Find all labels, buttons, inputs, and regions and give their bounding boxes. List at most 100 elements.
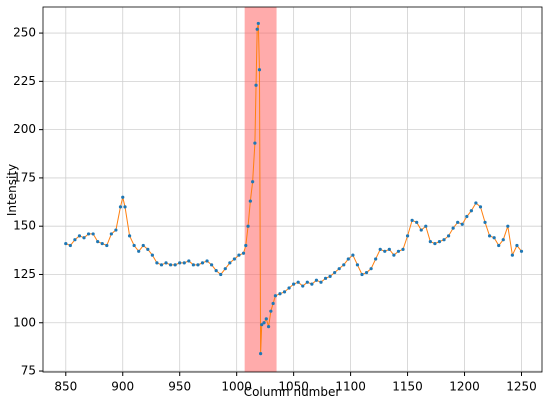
data-point [264, 317, 268, 321]
data-point [287, 286, 291, 290]
data-point [219, 272, 223, 277]
y-tick-label: 225 [13, 74, 36, 88]
data-point [256, 21, 260, 26]
data-point [254, 83, 258, 87]
data-point [127, 234, 132, 238]
data-point [446, 234, 451, 238]
data-point [282, 290, 287, 294]
y-tick-label: 175 [13, 170, 36, 184]
data-point [244, 243, 248, 248]
data-point [232, 257, 236, 261]
data-point [132, 243, 136, 248]
data-point [342, 263, 346, 267]
data-point [114, 228, 118, 232]
data-point [442, 238, 446, 242]
data-point [141, 243, 145, 248]
data-point [146, 247, 150, 251]
data-point [428, 240, 432, 244]
data-point [456, 220, 460, 224]
data-point [478, 205, 483, 209]
data-point [519, 249, 524, 253]
x-tick-label: 1000 [221, 380, 252, 394]
data-point [155, 261, 159, 265]
data-point [387, 247, 391, 251]
data-point [237, 253, 241, 257]
data-point [292, 282, 296, 286]
data-point [253, 141, 257, 145]
data-point [310, 282, 314, 286]
data-point [364, 270, 369, 275]
data-point [374, 257, 378, 261]
data-point [355, 263, 360, 267]
data-point [415, 220, 419, 224]
data-point [64, 241, 68, 246]
data-point [210, 263, 214, 267]
data-point [296, 280, 300, 284]
x-tick-label: 850 [54, 380, 77, 394]
data-point [492, 236, 496, 240]
y-tick-label: 150 [13, 219, 36, 233]
data-point [278, 292, 282, 296]
data-point [109, 232, 113, 236]
data-point [405, 234, 410, 238]
data-point [419, 228, 423, 232]
x-tick-label: 1050 [278, 380, 309, 394]
data-point [323, 276, 328, 280]
data-point [474, 201, 478, 205]
data-point [383, 249, 387, 253]
y-tick-label: 125 [13, 267, 36, 281]
data-point [159, 263, 164, 267]
data-point [187, 259, 191, 263]
data-point [105, 243, 109, 248]
data-point [433, 241, 437, 246]
data-point [305, 280, 309, 284]
data-point [515, 243, 519, 248]
x-tick-label: 1100 [335, 380, 366, 394]
x-tick-label: 1200 [449, 380, 480, 394]
data-point [137, 249, 141, 253]
data-point [401, 247, 405, 251]
data-point [68, 243, 72, 248]
data-point [241, 251, 246, 255]
data-point [260, 323, 264, 327]
data-point [346, 257, 350, 261]
data-point [396, 249, 401, 253]
data-point [259, 352, 263, 356]
data-point [351, 253, 355, 257]
data-point [266, 325, 271, 329]
data-point [173, 263, 177, 267]
data-point [191, 263, 195, 267]
data-point [246, 224, 250, 228]
data-point [497, 243, 501, 248]
data-point [82, 236, 86, 240]
data-point [333, 270, 337, 275]
data-point [510, 253, 514, 257]
data-point [369, 267, 373, 271]
data-point [506, 224, 510, 228]
y-tick-label: 250 [13, 26, 36, 40]
data-point [200, 261, 205, 265]
data-point [86, 232, 91, 236]
data-point [269, 309, 273, 313]
data-point [118, 205, 123, 209]
data-point [437, 240, 442, 244]
data-point [255, 27, 259, 31]
data-point [319, 280, 323, 284]
data-point [360, 272, 364, 277]
data-point [248, 199, 252, 203]
data-point [301, 284, 305, 288]
data-point [121, 195, 125, 199]
data-point [178, 261, 182, 265]
data-point [91, 232, 95, 236]
y-axis-label: Intensity [5, 164, 19, 216]
data-point [214, 269, 218, 273]
data-point [314, 278, 319, 282]
data-point [469, 209, 473, 213]
data-point [150, 253, 154, 257]
data-point [228, 261, 232, 265]
data-point [460, 222, 464, 226]
data-point [465, 214, 469, 219]
data-point [205, 259, 209, 263]
data-point [257, 68, 262, 72]
data-point [483, 220, 487, 224]
